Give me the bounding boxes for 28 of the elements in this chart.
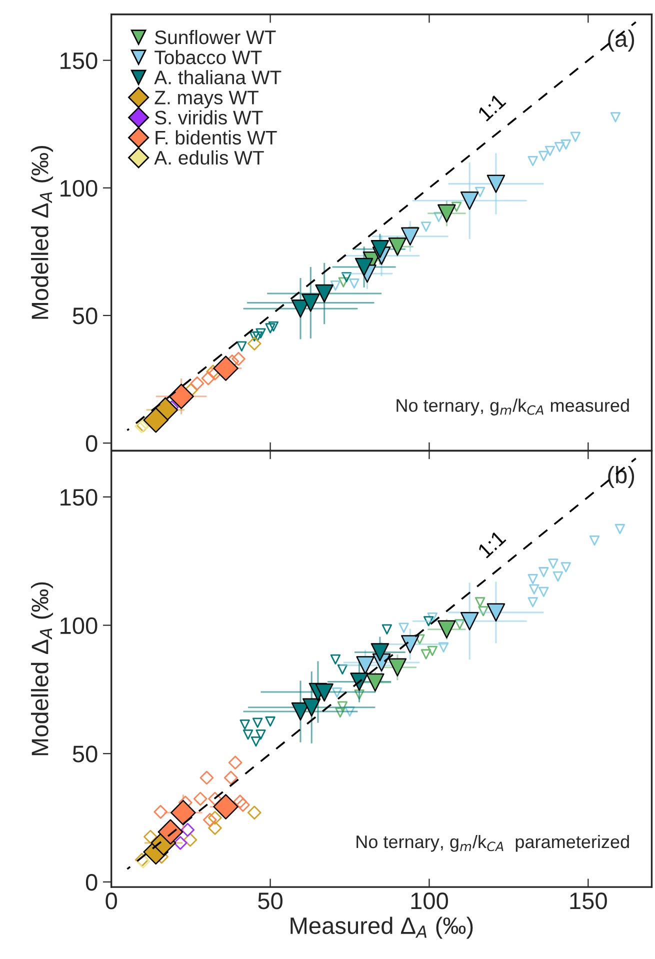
text: 1:1 [477,93,506,122]
legend-label: Tobacco WT [154,50,262,64]
x-tick-label: 50 [258,892,282,910]
x-tick-label: 100 [411,892,448,910]
y-tick-label: 50 [72,308,98,324]
annotation: No ternary, g$_{m}$/k$_{CA}$ parameterized [356,834,629,852]
y-axis-title: Modelled Δ$_{A}$ (‰) [31,146,54,319]
x-axis-title: Measured Δ$_{A}$ (‰) [290,916,473,939]
y-tick-label: 0 [86,874,98,891]
x-tick-label: 150 [570,892,607,910]
y-tick-label: 50 [72,746,98,762]
y-tick-label: 0 [86,435,98,452]
text: (a) [608,30,634,52]
y-axis-title: Modelled Δ$_{A}$ (‰) [31,582,54,756]
y-tick-label: 100 [60,180,98,197]
legend-label: Sunflower WT [155,30,276,44]
y-tick-label: 100 [60,617,98,634]
annotation: No ternary, g$_{m}$/k$_{CA}$ measured [396,398,629,416]
text: (b) [608,466,634,488]
legend-label: A. edulis WT [154,150,264,165]
y-tick-label: 150 [60,52,98,70]
text: 1:1 [477,530,506,558]
y-tick-label: 150 [60,489,98,506]
x-tick-label: 0 [106,892,117,910]
legend-label: F. bidentis WT [156,130,277,145]
legend-label: A. thaliana WT [154,70,282,84]
legend-label: Z. mays WT [154,90,258,108]
legend-label: S. viridis WT [155,110,263,125]
